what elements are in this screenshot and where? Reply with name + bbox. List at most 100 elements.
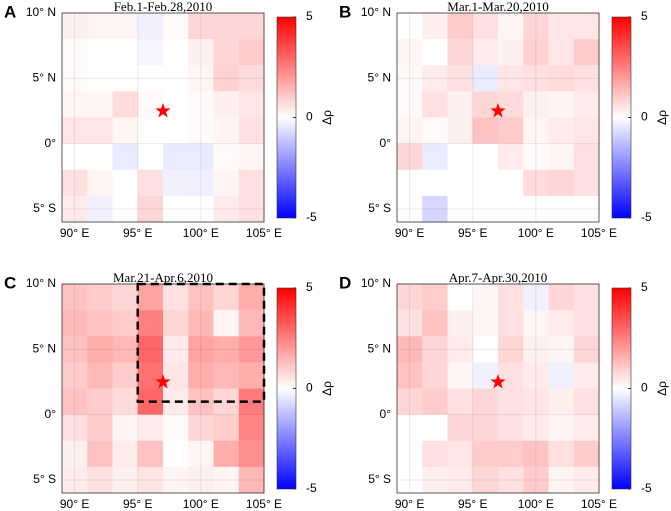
heat-cell	[447, 336, 474, 363]
heat-cell	[397, 414, 423, 442]
heat-cell	[397, 466, 423, 494]
heat-cell	[238, 195, 265, 223]
heat-cell	[422, 195, 448, 223]
heat-cell	[472, 195, 499, 223]
heat-cell	[62, 65, 88, 92]
heat-cell	[87, 117, 113, 144]
heat-cell	[112, 169, 139, 197]
heat-cell	[188, 13, 214, 40]
heat-cell	[188, 310, 214, 337]
heat-cell	[573, 91, 600, 118]
heat-cell	[548, 388, 575, 415]
heat-cell	[573, 388, 600, 415]
y-tick-label: 5° S	[368, 201, 391, 215]
heat-cell	[112, 336, 139, 363]
heat-cell	[472, 117, 499, 144]
x-tick-label: 90° E	[395, 226, 424, 240]
heat-cell	[62, 91, 88, 118]
heat-cell	[397, 39, 423, 66]
heat-cell	[422, 362, 448, 389]
heat-cell	[137, 195, 164, 223]
heat-cell	[87, 310, 113, 337]
heat-cell	[422, 440, 448, 468]
heat-cell	[523, 169, 549, 197]
heat-cell	[112, 310, 139, 337]
heat-cell	[62, 195, 88, 223]
heat-cell	[498, 362, 524, 389]
heat-cell	[447, 388, 474, 415]
y-tick-label: 5° S	[368, 472, 391, 486]
y-tick-label: 10° N	[26, 276, 56, 290]
heat-cell	[137, 466, 164, 494]
x-tick-label: 105° E	[246, 497, 282, 511]
heat-cell	[87, 143, 113, 171]
heat-cell	[548, 466, 575, 494]
heat-cell	[573, 284, 600, 311]
heat-cell	[238, 117, 265, 144]
heat-cell	[523, 310, 549, 337]
panel-letter: A	[4, 2, 16, 21]
heat-cell	[112, 195, 139, 223]
x-tick-label: 105° E	[581, 226, 617, 240]
heat-cell	[188, 440, 214, 468]
heat-cell	[397, 117, 423, 144]
heat-cell	[523, 362, 549, 389]
star-marker	[155, 373, 171, 389]
x-tick-label: 100° E	[183, 226, 219, 240]
heat-cell	[112, 440, 139, 468]
heat-cell	[163, 284, 189, 311]
colorbar-tick-label: -5	[641, 481, 652, 495]
heat-cell	[472, 91, 499, 118]
heat-cell	[112, 13, 139, 40]
heat-cell	[422, 388, 448, 415]
colorbar-tick-label: 0	[641, 381, 648, 395]
y-tick-label: 5° S	[33, 201, 56, 215]
heat-cell	[397, 143, 423, 171]
heat-cell	[188, 91, 214, 118]
heat-cell	[112, 143, 139, 171]
colorbar-tick-label: 0	[306, 110, 313, 124]
heat-cell	[447, 362, 474, 389]
heat-cell	[62, 13, 88, 40]
heat-cell	[87, 65, 113, 92]
heat-cell	[137, 440, 164, 468]
heat-cell	[472, 39, 499, 66]
heat-cell	[62, 414, 88, 442]
heat-cell	[238, 414, 265, 442]
heat-cell	[137, 284, 164, 311]
heat-cell	[163, 440, 189, 468]
heat-cell	[112, 362, 139, 389]
heat-cell	[238, 91, 265, 118]
colorbar-tick-label: -5	[306, 210, 317, 224]
heat-cell	[238, 284, 265, 311]
heat-cell	[62, 362, 88, 389]
x-tick-label: 95° E	[458, 226, 487, 240]
heat-cell	[397, 388, 423, 415]
plot-frame	[61, 12, 265, 223]
heat-cell	[238, 362, 265, 389]
heat-cell	[238, 310, 265, 337]
x-tick-label: 90° E	[395, 497, 424, 511]
heat-cell	[548, 65, 575, 92]
panel: C Mar.21-Apr.6,2010 90° E 95° E 100° E 105° E…	[4, 270, 334, 511]
heat-cell	[238, 13, 265, 40]
heat-cell	[112, 466, 139, 494]
heat-cell	[137, 414, 164, 442]
heat-cell	[498, 13, 524, 40]
heat-cell	[498, 284, 524, 311]
star-marker	[490, 102, 506, 118]
y-tick-label: 0°	[45, 407, 57, 421]
heat-cell	[548, 143, 575, 171]
heat-cell	[213, 310, 240, 337]
colorbar-tick-label: 0	[306, 381, 313, 395]
heat-cell	[137, 117, 164, 144]
heat-cell	[472, 284, 499, 311]
heat-cell	[523, 91, 549, 118]
heat-cell	[498, 143, 524, 171]
heat-cell	[472, 336, 499, 363]
heat-cell	[498, 414, 524, 442]
heat-cell	[87, 440, 113, 468]
heat-cell	[523, 466, 549, 494]
heat-cell	[422, 39, 448, 66]
heat-cell	[573, 195, 600, 223]
